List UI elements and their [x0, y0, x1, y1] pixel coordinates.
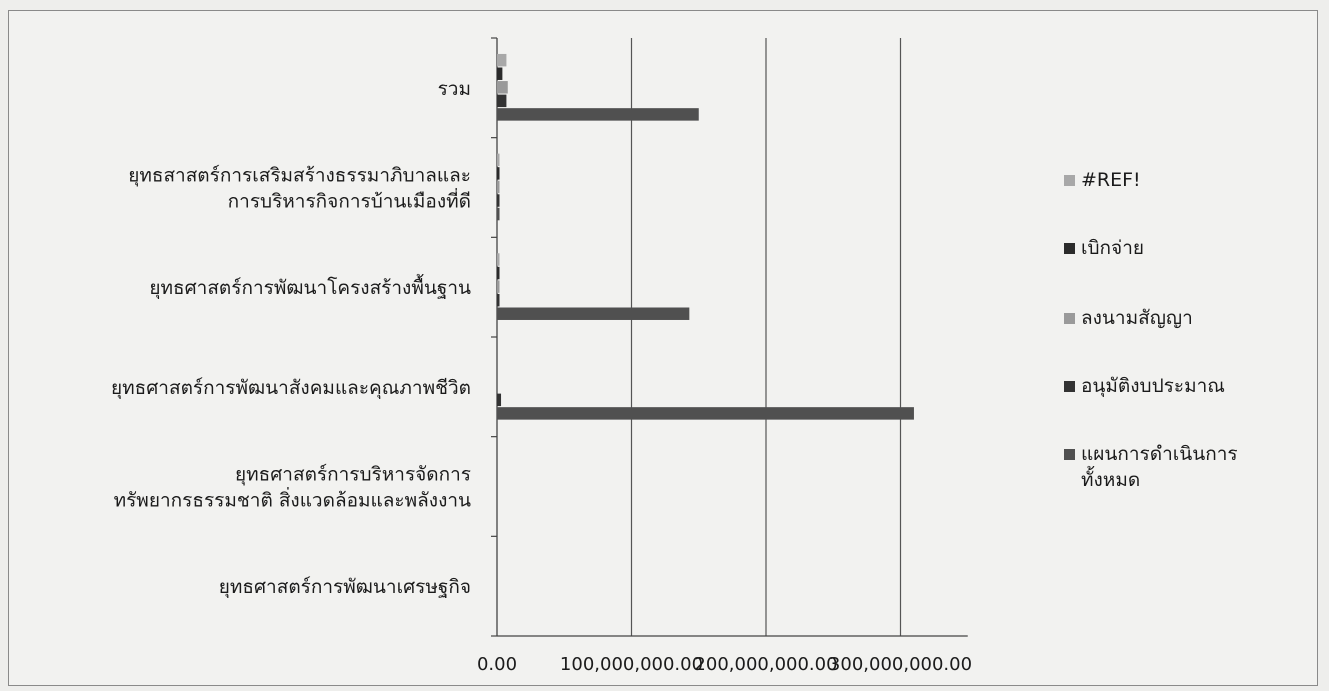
legend-swatch: [1064, 175, 1075, 186]
bar: [497, 153, 500, 167]
x-tick-label: 200,000,000.00: [694, 654, 837, 675]
category-label: รวม: [438, 78, 471, 100]
legend-swatch: [1064, 313, 1075, 324]
bar: [497, 307, 690, 320]
category-label: ยุทธศาสตร์การบริหารจัดการ: [235, 464, 471, 487]
x-tick-label: 100,000,000.00: [560, 654, 703, 675]
bar: [497, 108, 699, 121]
bar: [497, 266, 500, 280]
legend-swatch: [1064, 243, 1075, 254]
bar: [497, 194, 500, 207]
legend-label: อนุมัติงบประมาณ: [1081, 375, 1225, 398]
bar: [497, 81, 508, 94]
category-label: ทรัพยากรธรรมชาติ สิ่งแวดล้อมและพลังงาน: [114, 487, 471, 512]
bar: [497, 180, 500, 194]
legend-label: ลงนามสัญญา: [1081, 307, 1193, 329]
bar: [497, 280, 500, 293]
legend-label: แผนการดำเนินการ: [1081, 443, 1238, 465]
bar: [497, 253, 500, 266]
category-label: ยุทธศาสตร์การพัฒนาสังคมและคุณภาพชีวิต: [111, 377, 471, 400]
chart-frame: [8, 10, 1318, 686]
bar: [497, 207, 500, 221]
bar: [497, 67, 503, 80]
legend-label: #REF!: [1081, 169, 1141, 191]
legend-swatch: [1064, 449, 1075, 460]
bar: [497, 407, 914, 420]
legend-label: เบิกจ่าย: [1081, 237, 1144, 259]
x-tick-label: 300,000,000.00: [829, 654, 972, 675]
category-label: ยุทธศาสตร์การพัฒนาเศรษฐกิจ: [219, 576, 471, 599]
category-label: ยุทธสาสตร์การเสริมสร้างธรรมาภิบาลและ: [128, 165, 471, 188]
legend-swatch: [1064, 381, 1075, 392]
bar: [497, 53, 507, 67]
bar: [497, 393, 502, 407]
category-label: ยุทธศาสตร์การพัฒนาโครงสร้างพื้นฐาน: [149, 274, 471, 300]
category-label: การบริหารกิจการบ้านเมืองที่ดี: [228, 188, 471, 213]
bar: [497, 167, 500, 180]
bar: [497, 293, 500, 307]
x-tick-label: 0.00: [477, 654, 517, 675]
legend-label: ทั้งหมด: [1081, 466, 1140, 491]
bar: [497, 94, 507, 108]
